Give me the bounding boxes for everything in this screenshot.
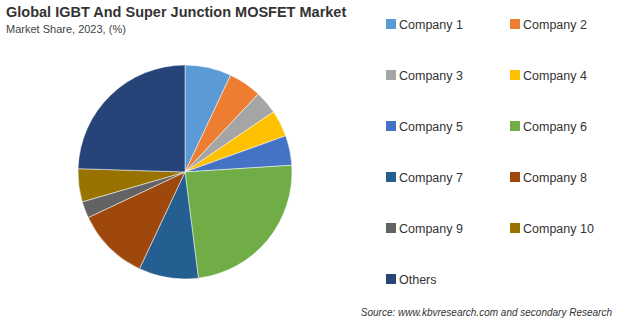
legend-swatch [386,70,396,80]
legend-label: Company 5 [399,120,463,134]
pie [78,65,292,279]
legend-swatch [386,19,396,29]
slice [185,165,292,278]
legend-swatch [386,172,396,182]
subtitle: Market Share, 2023, (%) [6,23,126,35]
legend-swatch [510,172,520,182]
legend-swatch [510,121,520,131]
legend-label: Others [399,273,437,287]
legend-label: Company 1 [399,18,463,32]
legend-label: Company 8 [523,171,587,185]
source: Source: www.kbvresearch.com and secondar… [361,307,613,318]
legend-label: Company 3 [399,69,463,83]
legend-label: Company 9 [399,222,463,236]
slice [78,169,185,202]
legend-label: Company 6 [523,120,587,134]
title: Global IGBT And Super Junction MOSFET Ma… [6,4,346,20]
legend-swatch [510,19,520,29]
legend-label: Company 4 [523,69,587,83]
legend-label: Company 10 [523,222,594,236]
legend-swatch [386,121,396,131]
legend-swatch [386,274,396,284]
legend: Company 1 Company 2 Company 3 Company 4 Comp… [386,18,594,287]
chart: Global IGBT And Super Junction MOSFET Ma… [0,0,620,323]
slice [78,65,185,172]
legend-swatch [510,70,520,80]
legend-label: Company 2 [523,18,587,32]
legend-label: Company 7 [399,171,463,185]
legend-swatch [386,223,396,233]
legend-swatch [510,223,520,233]
